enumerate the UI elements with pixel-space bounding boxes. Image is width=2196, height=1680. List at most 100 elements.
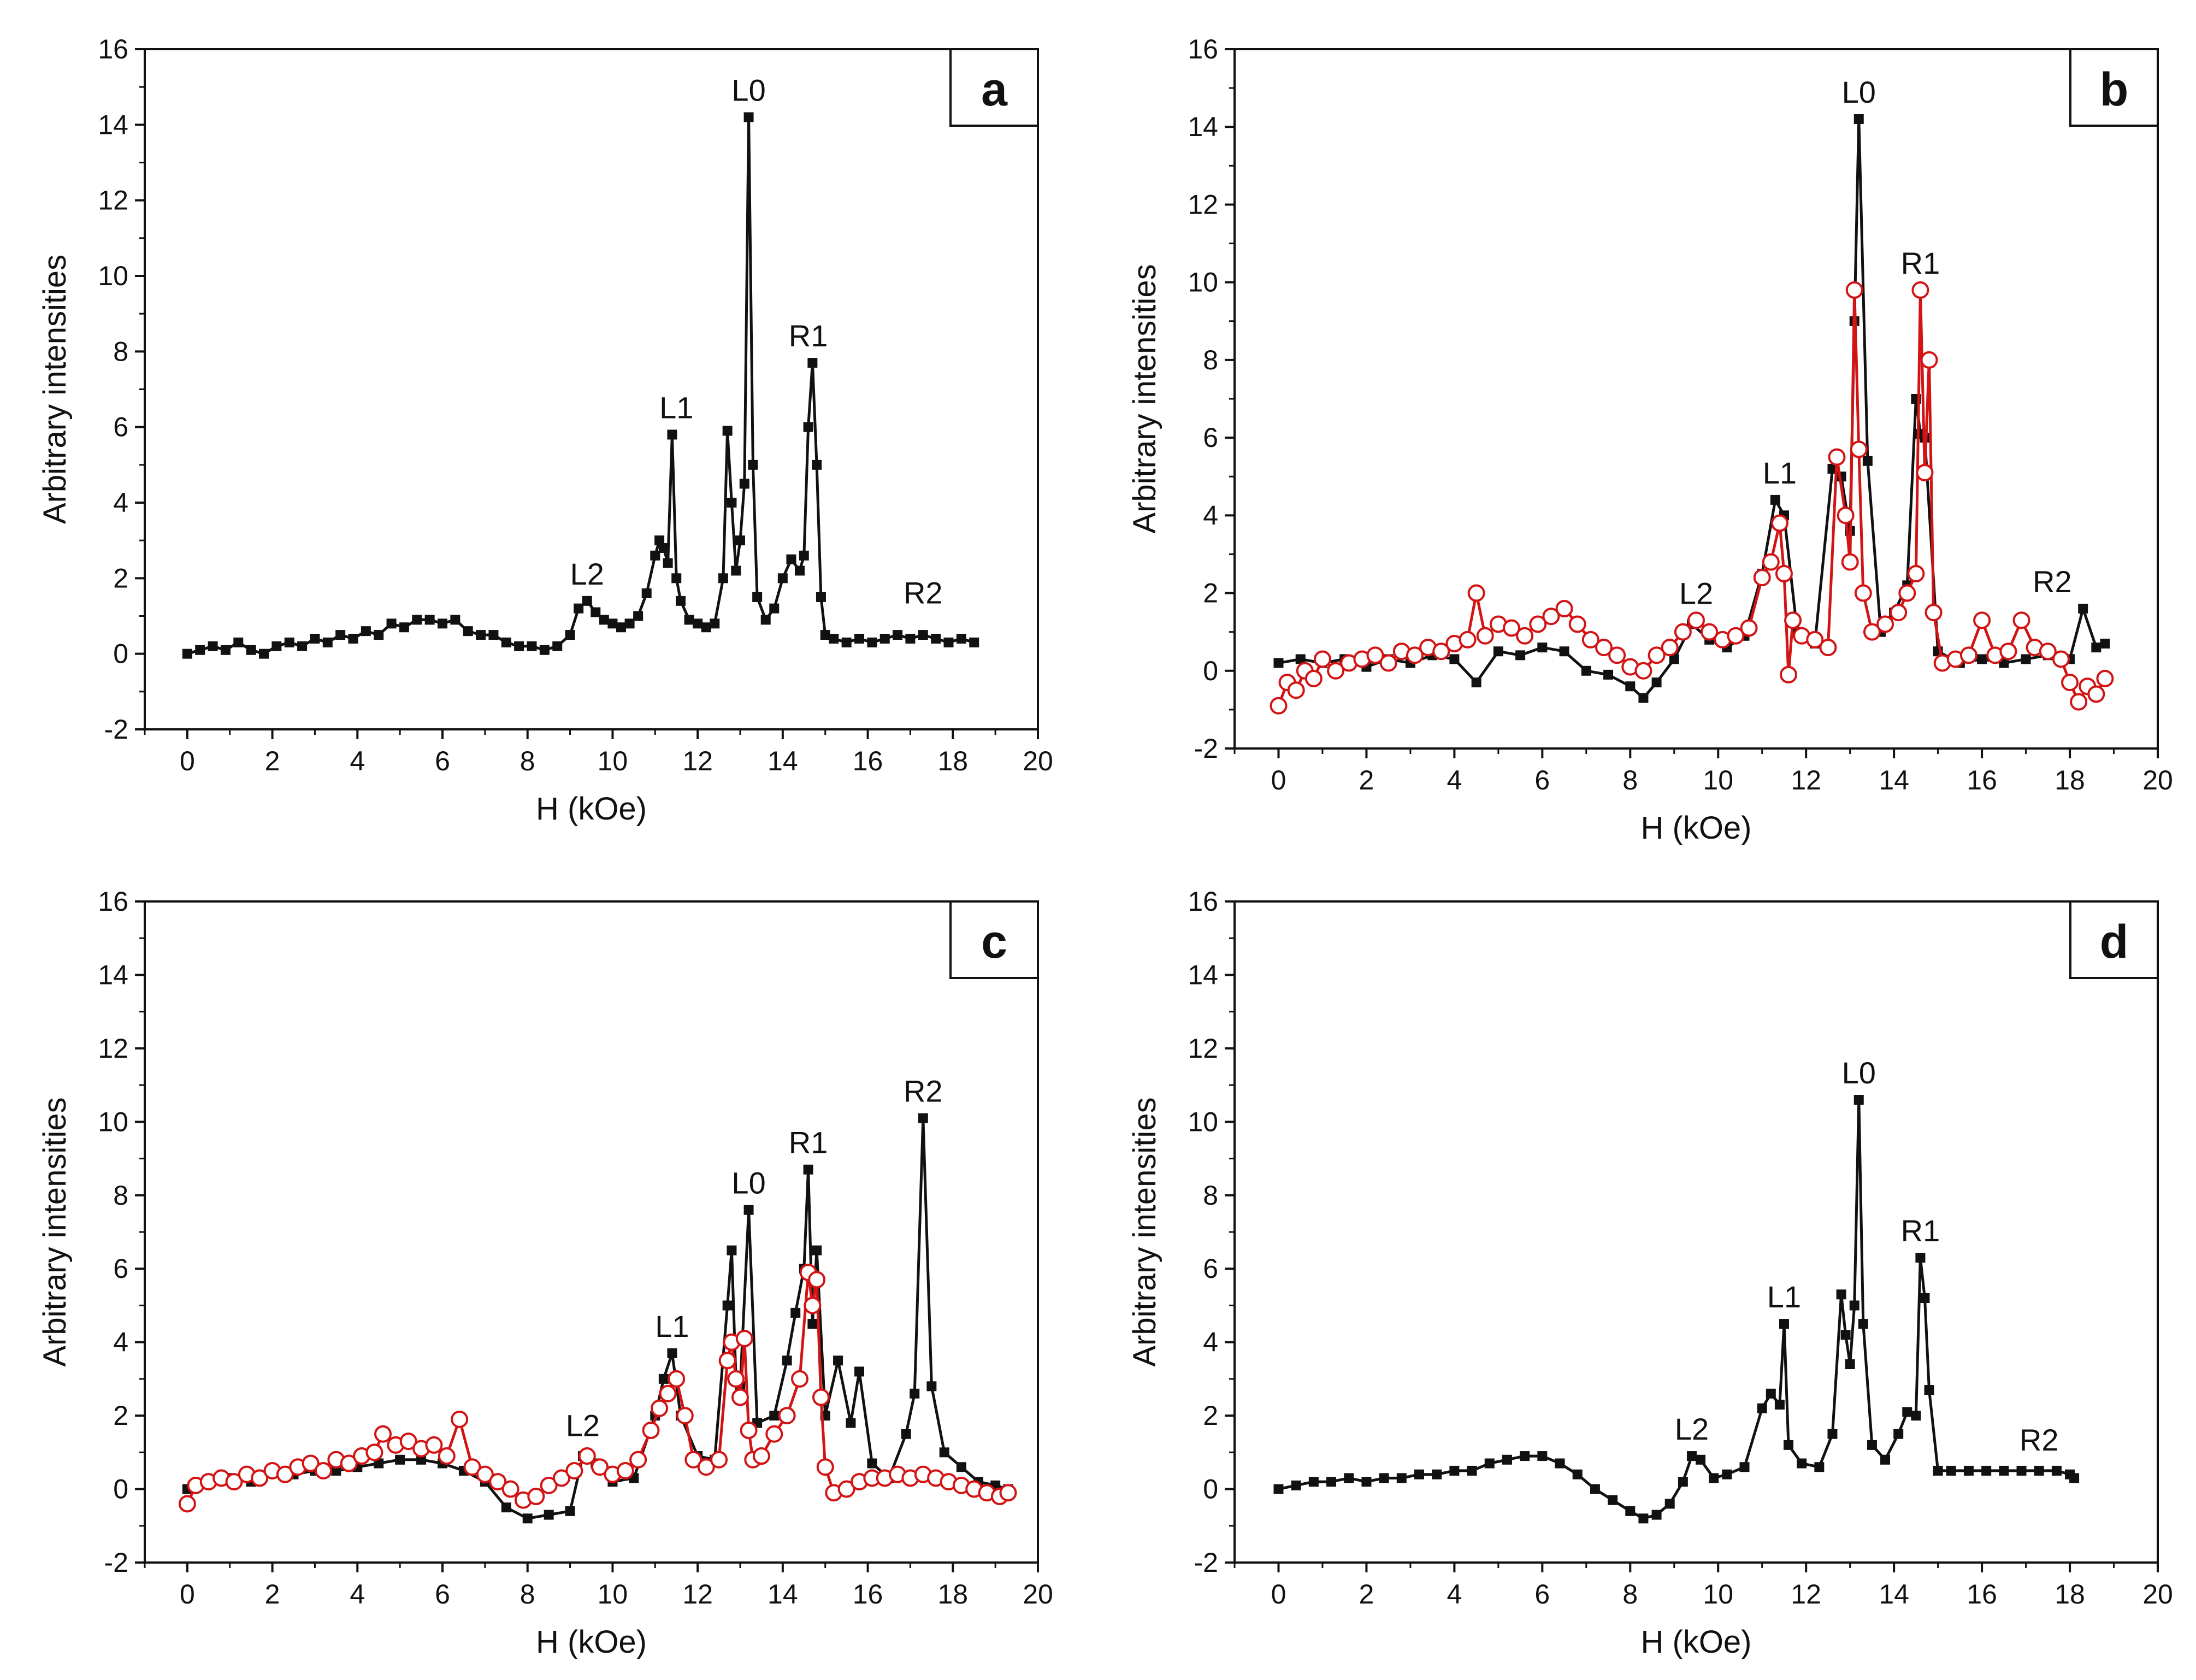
x-tick-label: 6 bbox=[435, 1579, 450, 1610]
data-point bbox=[1537, 642, 1548, 653]
x-tick-label: 14 bbox=[1879, 1579, 1909, 1610]
y-axis-title: Arbitrary intensities bbox=[1127, 264, 1162, 533]
data-point bbox=[399, 1433, 417, 1451]
data-point bbox=[1867, 1440, 1877, 1450]
y-tick-label: 16 bbox=[1188, 34, 1218, 64]
data-point bbox=[820, 630, 830, 640]
y-tick-label: 4 bbox=[113, 487, 128, 518]
data-point bbox=[1757, 1403, 1767, 1413]
data-point bbox=[1648, 646, 1666, 664]
data-point bbox=[1863, 623, 1881, 641]
data-point bbox=[740, 1422, 758, 1439]
data-point bbox=[2052, 650, 2070, 668]
data-point bbox=[1850, 440, 1868, 458]
data-point bbox=[1946, 1465, 1956, 1476]
data-point bbox=[1674, 623, 1692, 641]
data-point bbox=[854, 1366, 864, 1377]
data-point bbox=[1920, 1293, 1930, 1303]
data-point bbox=[735, 1329, 753, 1347]
data-point bbox=[1344, 1473, 1354, 1483]
data-point bbox=[629, 1451, 647, 1469]
y-tick-label: 12 bbox=[1188, 189, 1218, 220]
data-point bbox=[565, 1506, 575, 1516]
panel-letter-box bbox=[2069, 48, 2159, 127]
data-point bbox=[2100, 639, 2110, 649]
data-point bbox=[1542, 608, 1560, 626]
data-point bbox=[1933, 1465, 1943, 1476]
y-tick-label: 10 bbox=[1188, 1106, 1218, 1137]
data-point bbox=[654, 535, 665, 546]
data-point bbox=[1916, 464, 1934, 482]
data-point bbox=[1678, 1477, 1688, 1487]
data-point bbox=[1687, 611, 1705, 629]
data-point bbox=[2096, 670, 2114, 687]
y-tick-label: 2 bbox=[1203, 578, 1218, 609]
x-tick-label: 2 bbox=[265, 1579, 280, 1610]
data-point bbox=[893, 630, 903, 640]
data-point bbox=[1471, 677, 1481, 688]
y-tick-label: 6 bbox=[113, 412, 128, 443]
data-point bbox=[1503, 619, 1520, 637]
x-tick-label: 14 bbox=[1879, 765, 1909, 795]
series-black-squares bbox=[1273, 1095, 2080, 1524]
data-point bbox=[1379, 1473, 1389, 1483]
data-point bbox=[527, 1488, 545, 1505]
data-point bbox=[659, 1384, 677, 1402]
data-point bbox=[799, 550, 809, 561]
data-point bbox=[739, 479, 749, 489]
data-point bbox=[2078, 604, 2088, 614]
data-point bbox=[748, 459, 758, 470]
data-point bbox=[1572, 1469, 1583, 1479]
data-point bbox=[1797, 1458, 1807, 1469]
y-tick-label: 8 bbox=[1203, 1180, 1218, 1211]
panel-c: 0 2 4 6 8 10 12 14 16 18 20 -2 0 2 4 6 8 10 12 14 16 H (kOe) A… bbox=[37, 886, 1053, 1660]
data-point bbox=[803, 422, 813, 432]
panel-a: 0 2 4 6 8 10 12 14 16 18 20 -2 0 2 4 6 8 10 12 14 16 H (kOe) A… bbox=[37, 34, 1053, 827]
y-tick-label: 16 bbox=[98, 886, 128, 917]
peak-label-R1: R1 bbox=[789, 1125, 828, 1160]
data-point bbox=[1828, 448, 1846, 466]
data-point bbox=[710, 618, 720, 629]
x-tick-label: 12 bbox=[682, 1579, 713, 1610]
peak-label-R2: R2 bbox=[904, 1074, 943, 1109]
data-point bbox=[812, 1245, 822, 1255]
data-point bbox=[1722, 1469, 1732, 1479]
x-tick-label: 14 bbox=[768, 746, 798, 776]
data-point bbox=[1924, 1385, 1934, 1395]
data-point bbox=[1915, 1253, 1926, 1263]
x-tick-label: 12 bbox=[682, 746, 713, 776]
y-tick-label: 6 bbox=[1203, 1253, 1218, 1284]
data-point bbox=[1502, 1454, 1512, 1465]
panel-letter: c bbox=[981, 916, 1007, 968]
data-point bbox=[284, 637, 294, 647]
data-point bbox=[1880, 1454, 1891, 1465]
data-point bbox=[1902, 1407, 1912, 1417]
x-tick-label: 2 bbox=[265, 746, 280, 776]
data-point bbox=[501, 637, 511, 647]
data-point bbox=[1651, 1510, 1662, 1520]
data-point bbox=[854, 634, 864, 644]
x-tick-label: 4 bbox=[350, 1579, 365, 1610]
data-point bbox=[1845, 1359, 1855, 1369]
data-point bbox=[969, 637, 979, 647]
x-tick-label: 12 bbox=[1791, 765, 1821, 795]
data-point bbox=[790, 1307, 801, 1318]
data-point bbox=[807, 1319, 818, 1329]
data-point bbox=[651, 1399, 669, 1417]
peak-label-R2: R2 bbox=[904, 575, 943, 610]
data-point bbox=[1854, 584, 1872, 602]
data-point bbox=[1753, 569, 1771, 587]
y-tick-label: 2 bbox=[1203, 1400, 1218, 1431]
data-point bbox=[1890, 604, 1908, 622]
y-axis-title: Arbitrary intensities bbox=[1127, 1097, 1162, 1366]
data-point bbox=[642, 1422, 660, 1439]
data-point bbox=[340, 1454, 358, 1472]
data-point bbox=[565, 1461, 583, 1479]
peak-label-L1: L1 bbox=[1763, 456, 1797, 490]
data-point bbox=[251, 1469, 269, 1487]
data-point bbox=[731, 1388, 749, 1406]
x-tick-label: 18 bbox=[937, 1579, 968, 1610]
y-tick-label: -2 bbox=[1194, 1547, 1218, 1578]
data-point bbox=[412, 615, 422, 625]
y-tick-label: 2 bbox=[113, 1400, 128, 1431]
